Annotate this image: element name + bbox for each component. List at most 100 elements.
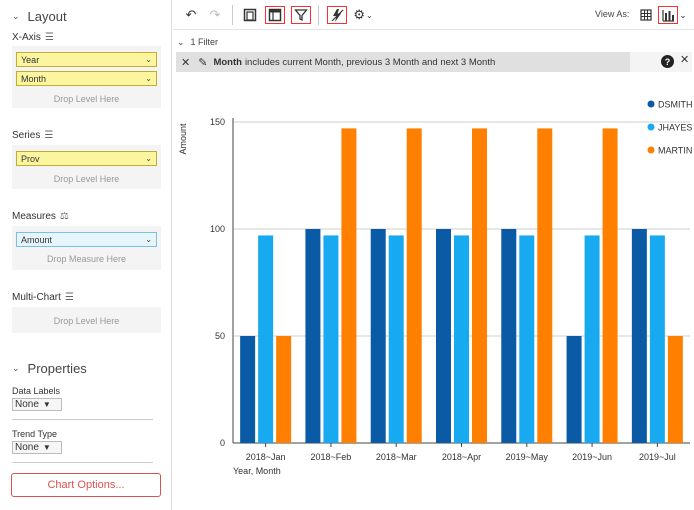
view-as-label: View As:	[595, 9, 630, 19]
xaxis-level-year[interactable]: Year ⌄	[16, 52, 157, 67]
chart-options-button[interactable]: Chart Options...	[11, 473, 161, 497]
legend-item: MARTIN	[658, 146, 692, 156]
multichart-label: Multi-Chart ☰	[12, 292, 74, 303]
bar-jhayes	[454, 235, 469, 443]
y-tick-label: 0	[220, 438, 225, 448]
table-layout-icon[interactable]	[265, 6, 285, 24]
grid-view-icon[interactable]	[636, 6, 656, 24]
caret-down-icon: ▼	[42, 443, 51, 452]
layout-section-header[interactable]: ⌄ Layout	[12, 9, 67, 24]
chevron-down-icon[interactable]: ⌄	[145, 154, 152, 163]
toolbar	[173, 0, 694, 30]
scale-icon: ⚖	[59, 211, 69, 222]
layout-panel-toggle-icon[interactable]	[240, 6, 260, 24]
edit-pencil-icon[interactable]: ✎	[198, 56, 208, 69]
properties-section-header[interactable]: ⌄ Properties	[12, 361, 87, 376]
properties-title: Properties	[27, 361, 87, 376]
layers-icon: ☰	[64, 292, 74, 303]
series-drop-zone[interactable]: Drop Level Here	[53, 174, 120, 184]
chevron-down-icon[interactable]: ⌄	[679, 9, 687, 20]
xaxis-label: X-Axis ☰	[12, 32, 54, 43]
x-axis-title: Year, Month	[233, 466, 281, 476]
bar-martin	[602, 128, 618, 444]
bar-martin	[667, 336, 683, 443]
close-icon[interactable]: ✕	[680, 54, 690, 66]
legend-marker	[647, 100, 655, 108]
bar-martin	[341, 128, 357, 444]
xaxis-level-month[interactable]: Month ⌄	[16, 71, 157, 86]
legend-item: DSMITH	[658, 100, 693, 110]
filter-icon[interactable]	[291, 6, 311, 24]
bar-dsmith	[631, 229, 647, 443]
bar-jhayes	[649, 235, 665, 443]
data-labels-select[interactable]: None ▼	[12, 398, 62, 411]
divider	[232, 5, 233, 25]
legend-marker	[647, 146, 655, 154]
y-tick-label: 100	[210, 224, 225, 234]
divider	[318, 5, 319, 25]
settings-gear-icon[interactable]: ⚙ ⌄	[353, 7, 373, 22]
redo-icon[interactable]: ↷	[209, 7, 221, 22]
x-tick-label: 2018~Feb	[311, 452, 352, 462]
chevron-down-icon: ⌄	[12, 11, 20, 21]
trend-type-label: Trend Type	[12, 429, 58, 439]
bar-jhayes	[388, 235, 404, 443]
bar-martin	[276, 336, 292, 443]
series-level-prov[interactable]: Prov ⌄	[16, 151, 157, 166]
filter-count[interactable]: ⌄ 1 Filter	[177, 37, 219, 47]
measure-amount[interactable]: Amount ⌄	[16, 232, 157, 247]
filter-text: includes current Month, previous 3 Month…	[244, 56, 496, 68]
auto-refresh-icon[interactable]	[327, 6, 347, 24]
measures-label: Measures ⚖	[12, 211, 69, 222]
x-tick-label: 2018~Mar	[376, 452, 417, 462]
chevron-down-icon: ⌄	[177, 37, 185, 47]
bar-dsmith	[436, 229, 451, 443]
chevron-down-icon: ⌄	[12, 363, 20, 373]
x-tick-label: 2019~May	[506, 452, 549, 462]
multichart-well[interactable]	[12, 307, 161, 333]
divider	[12, 419, 153, 420]
remove-filter-icon[interactable]: ✕	[181, 56, 191, 69]
bar-martin	[406, 128, 422, 444]
bar-martin	[472, 128, 487, 444]
layout-title: Layout	[27, 9, 67, 24]
chart-view-icon[interactable]	[658, 6, 678, 24]
filter-bar: ✕ ✎ Month includes current Month, previo…	[176, 52, 692, 72]
y-tick-label: 50	[215, 331, 225, 341]
bar-dsmith	[501, 229, 517, 443]
bar-dsmith	[305, 229, 321, 443]
bar-jhayes	[258, 235, 274, 443]
legend-item: JHAYES	[658, 123, 692, 133]
multichart-drop-zone[interactable]: Drop Level Here	[53, 316, 120, 326]
x-tick-label: 2019~Jun	[572, 452, 612, 462]
x-tick-label: 2018~Apr	[442, 452, 481, 462]
divider	[12, 462, 153, 463]
chevron-down-icon: ⌄	[365, 10, 373, 20]
x-tick-label: 2019~Jul	[639, 452, 676, 462]
x-tick-label: 2018~Jan	[246, 452, 286, 462]
layers-icon: ☰	[44, 130, 54, 141]
bar-martin	[537, 128, 553, 444]
bar-jhayes	[323, 235, 339, 443]
legend-marker	[647, 123, 655, 131]
series-label: Series ☰	[12, 130, 54, 141]
help-icon[interactable]: ?	[661, 55, 674, 68]
y-tick-label: 150	[210, 117, 225, 127]
y-axis-title: Amount	[178, 123, 188, 155]
bar-jhayes	[584, 235, 600, 443]
layout-panel: ⌄ Layout X-Axis ☰ Year ⌄ Month ⌄ Drop Le…	[0, 0, 172, 510]
layers-icon: ☰	[44, 32, 54, 43]
bar-jhayes	[519, 235, 535, 443]
trend-type-select[interactable]: None ▼	[12, 441, 62, 454]
undo-icon[interactable]: ↶	[185, 7, 197, 22]
filter-field: Month	[213, 56, 242, 68]
chevron-down-icon[interactable]: ⌄	[145, 235, 152, 244]
chevron-down-icon[interactable]: ⌄	[145, 74, 152, 83]
caret-down-icon: ▼	[42, 400, 51, 409]
measures-drop-zone[interactable]: Drop Measure Here	[46, 254, 127, 264]
chevron-down-icon[interactable]: ⌄	[145, 55, 152, 64]
bar-dsmith	[566, 336, 582, 443]
data-labels-label: Data Labels	[12, 386, 61, 396]
xaxis-drop-zone[interactable]: Drop Level Here	[53, 94, 120, 104]
